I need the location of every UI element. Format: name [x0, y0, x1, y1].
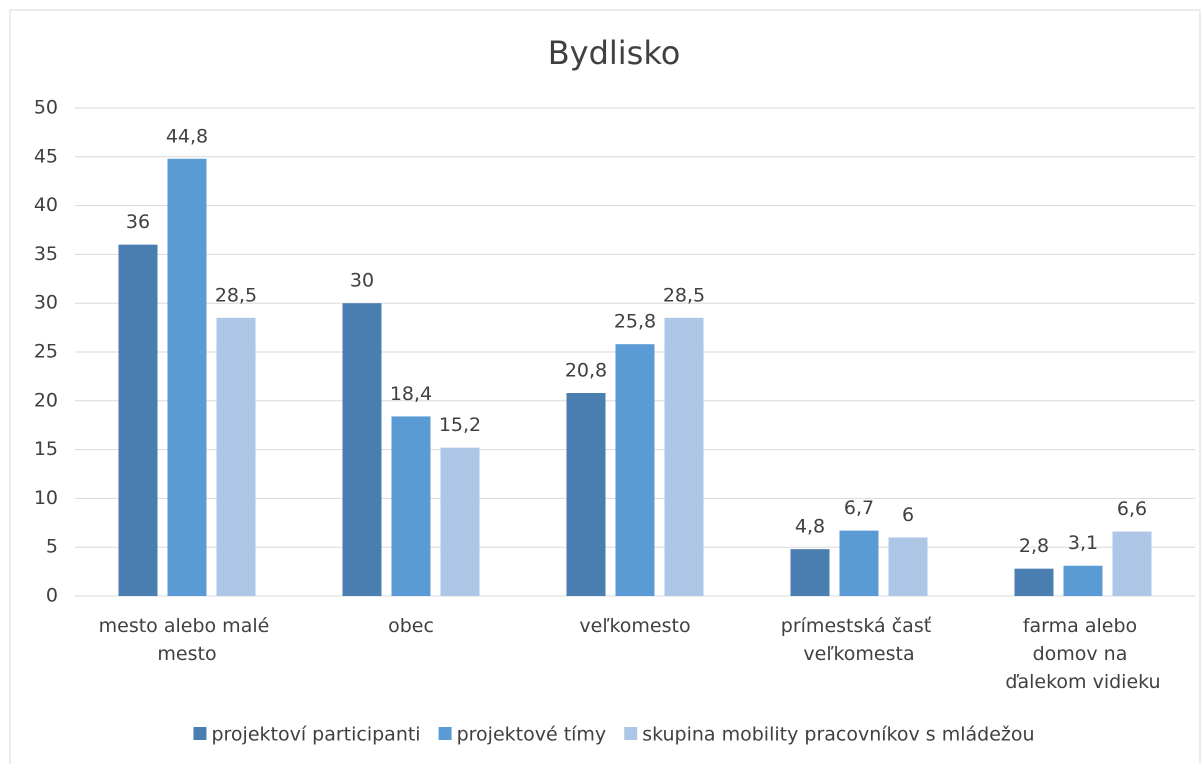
chart-frame [9, 9, 1201, 768]
bar [664, 317, 704, 596]
bar [440, 447, 480, 596]
bar [888, 537, 928, 596]
value-label: 3,1 [1068, 532, 1098, 554]
y-tick-label: 10 [34, 487, 58, 509]
legend-swatch [438, 727, 452, 740]
legend-label: projektoví participanti [211, 724, 420, 746]
bar [839, 530, 879, 596]
bar [118, 244, 158, 596]
bar [1112, 531, 1152, 596]
y-tick-label: 20 [34, 389, 58, 411]
y-tick-label: 5 [46, 536, 58, 558]
y-tick-label: 35 [34, 243, 58, 265]
bar [167, 158, 207, 596]
y-tick-label: 30 [34, 292, 58, 314]
y-tick-label: 15 [34, 438, 58, 460]
legend: projektoví participanti projektové tímy sk… [193, 724, 1035, 746]
y-tick-label: 40 [34, 194, 58, 216]
value-label: 25,8 [614, 311, 656, 333]
bar [391, 416, 431, 596]
bar [342, 303, 382, 596]
bar [790, 549, 830, 596]
x-tick-label: farma alebo domov na ďalekom vidieku [1005, 615, 1160, 693]
value-label: 6 [902, 504, 914, 526]
x-tick-label: prímestská časť veľkomesta [781, 615, 937, 665]
chart-title: Bydlisko [548, 34, 681, 72]
legend-label: projektové tímy [457, 724, 607, 746]
value-label: 44,8 [166, 125, 208, 147]
y-tick-label: 50 [34, 97, 58, 119]
value-label: 28,5 [215, 284, 257, 306]
y-tick-label: 25 [34, 341, 58, 363]
x-tick-label: obec [388, 615, 434, 637]
value-label: 20,8 [565, 359, 607, 381]
y-tick-label: 45 [34, 145, 58, 167]
bar [566, 392, 606, 596]
value-label: 4,8 [795, 516, 825, 538]
bar [216, 317, 256, 596]
value-label: 2,8 [1019, 535, 1049, 557]
value-label: 15,2 [439, 414, 481, 436]
x-tick-label: mesto alebo malé mesto [99, 615, 276, 665]
value-label: 28,5 [663, 284, 705, 306]
value-label: 36 [126, 211, 150, 233]
value-label: 6,6 [1117, 498, 1147, 520]
x-tick-label: veľkomesto [579, 615, 690, 637]
y-tick-label: 0 [46, 585, 58, 607]
legend-swatch [193, 727, 207, 740]
value-label: 30 [350, 270, 374, 292]
bar [615, 344, 655, 596]
bar [1014, 568, 1054, 596]
value-label: 18,4 [390, 383, 432, 405]
legend-swatch [624, 727, 638, 740]
bar [1063, 565, 1103, 596]
legend-label: skupina mobility pracovníkov s mládežou [642, 724, 1034, 746]
value-label: 6,7 [844, 497, 874, 519]
